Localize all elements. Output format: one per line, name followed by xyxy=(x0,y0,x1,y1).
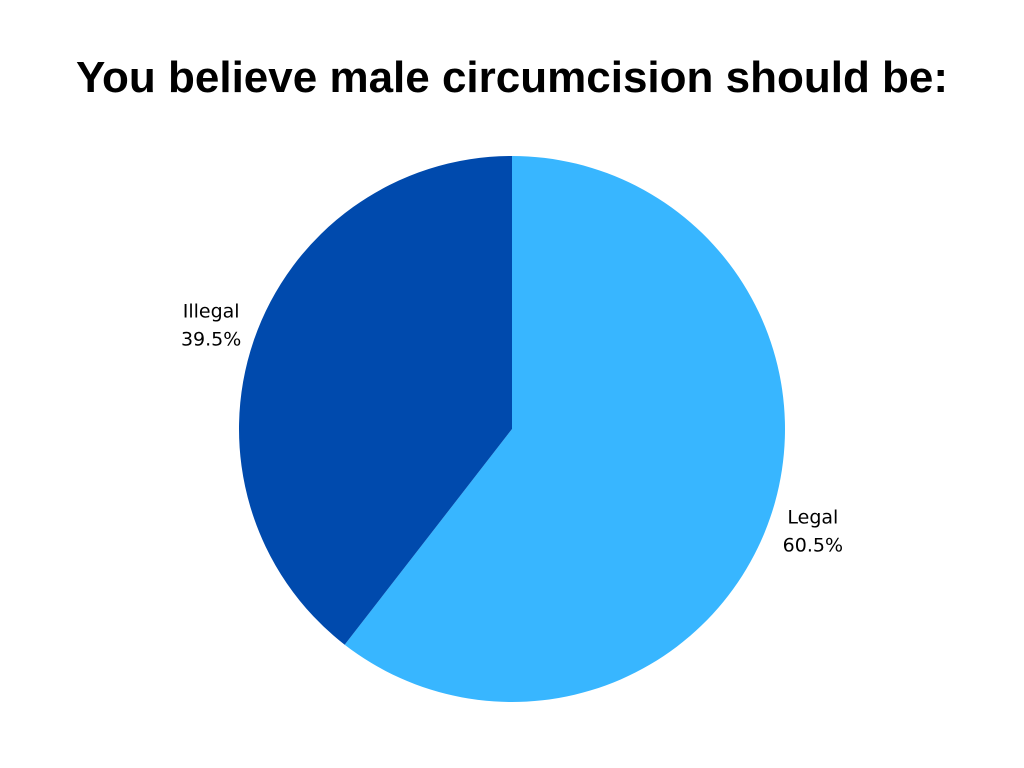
slice-label: Legal xyxy=(787,507,838,529)
slice-value-label: 60.5% xyxy=(783,535,843,557)
pie-slice xyxy=(344,156,785,702)
slice-label: Illegal xyxy=(183,300,240,322)
pie-slice xyxy=(238,156,512,645)
chart-title: You believe male circumcision should be: xyxy=(76,53,948,102)
slice-value-label: 39.5% xyxy=(181,328,241,350)
